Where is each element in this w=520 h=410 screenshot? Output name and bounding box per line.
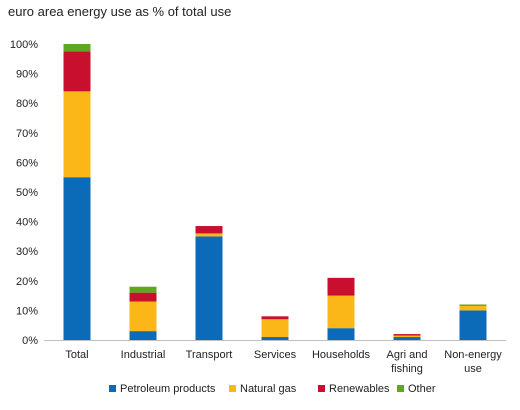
y-tick-label: 100% — [10, 39, 38, 51]
x-tick-label: fishing — [391, 363, 423, 375]
bar-segment-natural-gas — [63, 91, 91, 178]
bar-segment-other — [459, 304, 487, 306]
x-axis-labels: Total Industrial Transport Services Househol… — [65, 349, 502, 375]
x-tick-label: Households — [312, 349, 371, 361]
y-tick-label: 0% — [22, 335, 38, 347]
y-tick-label: 80% — [16, 98, 38, 110]
bar-segment-natural-gas — [327, 295, 355, 329]
legend-swatch — [109, 385, 116, 392]
y-tick-label: 60% — [16, 157, 38, 169]
y-tick-label: 70% — [16, 128, 38, 140]
y-tick-label: 40% — [16, 217, 38, 229]
bar-segment-natural-gas — [129, 301, 157, 332]
bar-segment-renewables — [129, 292, 157, 302]
bar-segment-natural-gas — [195, 233, 223, 237]
bar-segment-petroleum-products — [459, 310, 487, 340]
bar-segment-renewables — [393, 334, 421, 336]
bar-segment-renewables — [261, 316, 289, 320]
legend-label: Renewables — [329, 383, 390, 395]
legend: Petroleum products Natural gas Renewables O… — [109, 383, 436, 395]
x-tick-label: Industrial — [121, 349, 166, 361]
bar-segment-other — [63, 44, 91, 52]
bar-segment-natural-gas — [393, 335, 421, 338]
x-tick-label: Services — [254, 349, 297, 361]
x-tick-label: Transport — [186, 349, 233, 361]
bar-segment-petroleum-products — [393, 337, 421, 340]
bars — [63, 44, 487, 340]
bar-segment-renewables — [327, 277, 355, 296]
x-tick-label: use — [464, 363, 482, 375]
axes: 0% 10% 20% 30% 40% 50% 60% 70% 80% 90% 100% — [10, 39, 506, 347]
bar-segment-petroleum-products — [261, 337, 289, 340]
x-tick-label: Agri and — [387, 349, 428, 361]
x-tick-label: Total — [65, 349, 88, 361]
y-tick-label: 50% — [16, 187, 38, 199]
bar-segment-petroleum-products — [327, 328, 355, 340]
x-tick-label: Non-energy — [444, 349, 502, 361]
bar-segment-renewables — [63, 51, 91, 92]
chart-title: euro area energy use as % of total use — [8, 4, 232, 19]
bar-segment-natural-gas — [459, 305, 487, 311]
y-tick-label: 10% — [16, 305, 38, 317]
legend-swatch — [318, 385, 325, 392]
legend-swatch — [397, 385, 404, 392]
legend-label: Petroleum products — [120, 383, 216, 395]
bar-segment-natural-gas — [261, 319, 289, 338]
bar-segment-petroleum-products — [195, 236, 223, 340]
y-tick-label: 20% — [16, 276, 38, 288]
y-tick-label: 90% — [16, 69, 38, 81]
bar-segment-petroleum-products — [63, 177, 91, 340]
legend-label: Natural gas — [240, 383, 297, 395]
bar-segment-renewables — [195, 226, 223, 234]
legend-swatch — [229, 385, 236, 392]
y-tick-label: 30% — [16, 246, 38, 258]
legend-label: Other — [408, 383, 436, 395]
bar-segment-petroleum-products — [129, 331, 157, 340]
bar-segment-other — [129, 286, 157, 293]
